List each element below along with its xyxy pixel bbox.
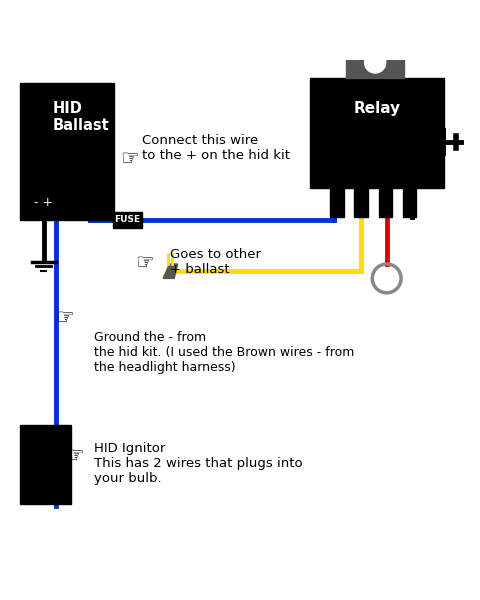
- Polygon shape: [163, 264, 178, 278]
- Text: ☞: ☞: [120, 149, 139, 169]
- Bar: [20, 425, 71, 504]
- Text: Relay: Relay: [354, 101, 401, 116]
- Text: HID
Ballast: HID Ballast: [53, 101, 109, 133]
- Circle shape: [365, 52, 386, 73]
- Text: ☞: ☞: [55, 308, 74, 328]
- Text: Goes to other
+ ballast: Goes to other + ballast: [170, 248, 262, 276]
- Text: HID Ignitor
This has 2 wires that plugs into
your bulb.: HID Ignitor This has 2 wires that plugs …: [94, 442, 302, 485]
- Text: ☞: ☞: [135, 253, 155, 272]
- Text: FUSE: FUSE: [114, 215, 140, 224]
- Bar: [347, 50, 404, 78]
- Bar: [113, 212, 142, 228]
- Text: Ground the - from
the hid kit. (I used the Brown wires - from
the headlight harn: Ground the - from the hid kit. (I used t…: [94, 331, 354, 374]
- Text: Connect this wire
to the + on the hid kit: Connect this wire to the + on the hid ki…: [142, 134, 289, 163]
- Bar: [354, 179, 368, 217]
- Bar: [310, 78, 444, 188]
- Bar: [330, 179, 344, 217]
- Bar: [403, 179, 416, 217]
- Text: ☞: ☞: [65, 446, 84, 466]
- Bar: [20, 83, 114, 220]
- Text: - +: - +: [34, 196, 53, 209]
- Bar: [379, 179, 392, 217]
